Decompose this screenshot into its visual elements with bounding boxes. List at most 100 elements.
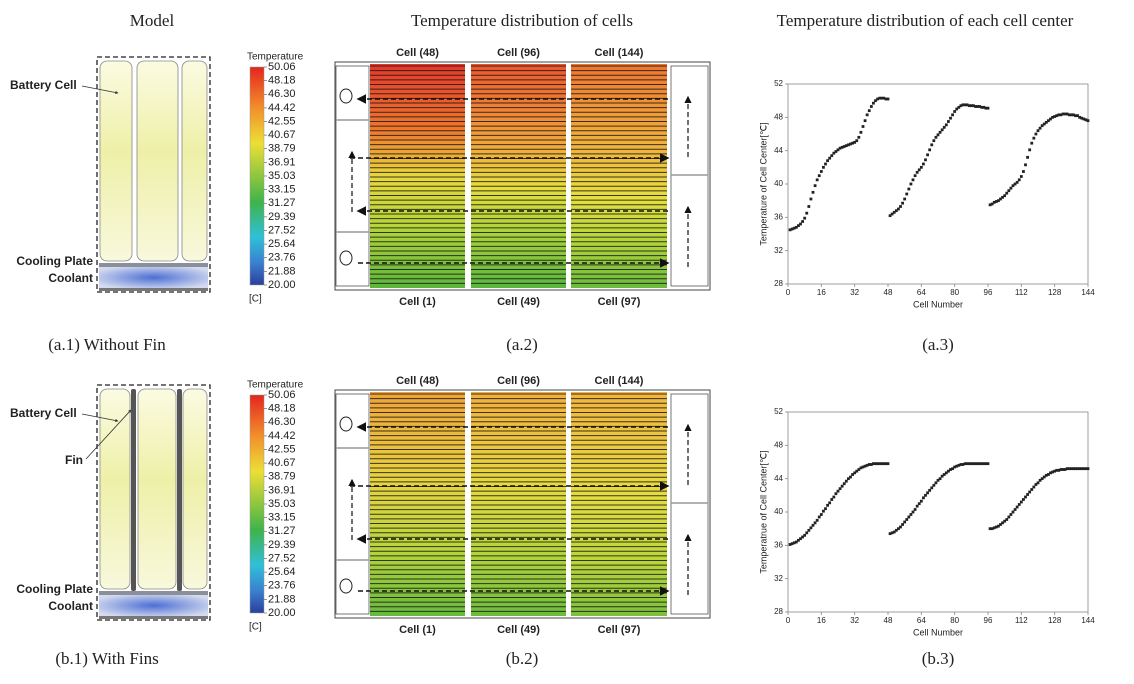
- colorbar-tick-label: 23.76: [268, 580, 296, 592]
- x-tick-label: 112: [1015, 616, 1028, 625]
- cell-label: Cell (49): [497, 296, 540, 308]
- data-point: [1047, 473, 1050, 476]
- data-point: [1044, 120, 1048, 124]
- outlet-box: [670, 393, 709, 615]
- data-point: [863, 464, 867, 468]
- x-tick-label: 80: [950, 616, 959, 625]
- cell-column: [471, 64, 566, 288]
- data-point: [951, 467, 954, 471]
- data-point: [974, 462, 977, 466]
- data-point: [1072, 467, 1075, 471]
- x-axis-label: Cell Number: [913, 627, 963, 637]
- data-point: [955, 464, 959, 468]
- data-point: [963, 103, 967, 107]
- colorbar-unit: [C]: [249, 622, 262, 633]
- cell-label: Cell (144): [595, 375, 644, 387]
- data-point: [863, 119, 867, 123]
- data-point: [1057, 113, 1061, 117]
- data-point: [842, 482, 846, 486]
- data-point: [978, 462, 982, 466]
- data-point: [815, 178, 819, 182]
- cell-label: Cell (1): [399, 624, 436, 636]
- data-point: [922, 162, 925, 166]
- data-point: [938, 477, 942, 481]
- y-tick-label: 40: [774, 179, 783, 188]
- cell-column: [370, 64, 465, 288]
- data-point: [901, 523, 904, 526]
- data-point: [907, 515, 911, 519]
- data-point: [1038, 478, 1042, 482]
- data-point: [1063, 112, 1067, 116]
- data-point: [965, 103, 969, 107]
- data-point: [1019, 175, 1023, 178]
- plot-frame: [787, 83, 1089, 285]
- data-point: [805, 531, 809, 535]
- data-point: [805, 211, 809, 215]
- data-point: [901, 201, 904, 205]
- colorbar-tick-label: 44.42: [268, 430, 296, 442]
- battery-cell: [182, 388, 208, 590]
- data-point: [1001, 521, 1004, 525]
- x-tick-label: 32: [850, 616, 859, 625]
- data-point: [1001, 195, 1004, 199]
- x-tick-label: 0: [786, 288, 791, 297]
- data-point: [867, 463, 871, 466]
- data-point: [865, 113, 869, 117]
- data-point: [1040, 124, 1044, 128]
- data-point: [890, 531, 894, 535]
- caption: (a.1) Without Fin: [48, 335, 166, 354]
- data-point: [822, 509, 825, 513]
- cell-label: Cell (49): [497, 624, 540, 636]
- colorbar-tick-label: 40.67: [268, 129, 296, 141]
- model-frame: [96, 384, 211, 621]
- data-point: [976, 462, 979, 466]
- data-point: [819, 170, 823, 173]
- data-point: [1063, 468, 1067, 471]
- data-point: [940, 128, 944, 132]
- x-tick-label: 112: [1015, 288, 1028, 297]
- colorbar-tick-label: 35.03: [268, 170, 296, 182]
- data-point: [817, 174, 821, 178]
- data-point: [830, 498, 834, 501]
- data-point: [1042, 122, 1046, 126]
- data-point: [942, 125, 946, 129]
- data-point: [882, 96, 886, 100]
- data-point: [878, 96, 882, 100]
- x-tick-label: 16: [817, 616, 826, 625]
- colorbar-tick-label: 48.18: [268, 75, 296, 87]
- colorbar-tick-label: 25.64: [268, 238, 296, 250]
- data-point: [1011, 184, 1015, 188]
- data-point: [813, 521, 817, 525]
- data-point: [876, 97, 879, 101]
- colorbar-tick-label: 27.52: [268, 552, 296, 564]
- data-point: [1030, 141, 1034, 145]
- data-point: [953, 465, 957, 469]
- data-point: [872, 462, 875, 466]
- data-point: [1086, 119, 1090, 123]
- data-point: [809, 526, 813, 530]
- data-point: [894, 209, 898, 213]
- data-point: [794, 225, 798, 229]
- data-point: [844, 479, 848, 483]
- data-point: [967, 104, 971, 108]
- cell-column: [370, 392, 465, 616]
- data-point: [942, 473, 946, 476]
- caption: (a.3): [922, 335, 954, 354]
- data-point: [982, 105, 986, 109]
- data-point: [1044, 473, 1048, 477]
- data-point: [832, 151, 836, 155]
- x-tick-label: 48: [884, 288, 893, 297]
- colorbar-title: Temperature: [247, 380, 304, 391]
- data-point: [978, 105, 982, 108]
- data-point: [1026, 155, 1029, 159]
- colorbar-tick-label: 33.15: [268, 184, 296, 196]
- data-point: [909, 513, 913, 516]
- data-point: [851, 473, 854, 476]
- data-point: [1036, 481, 1040, 485]
- data-point: [1053, 469, 1057, 473]
- data-point: [878, 462, 882, 466]
- data-point: [913, 174, 917, 178]
- battery-cell: [181, 60, 208, 262]
- data-point: [1034, 132, 1038, 136]
- data-point: [955, 107, 959, 111]
